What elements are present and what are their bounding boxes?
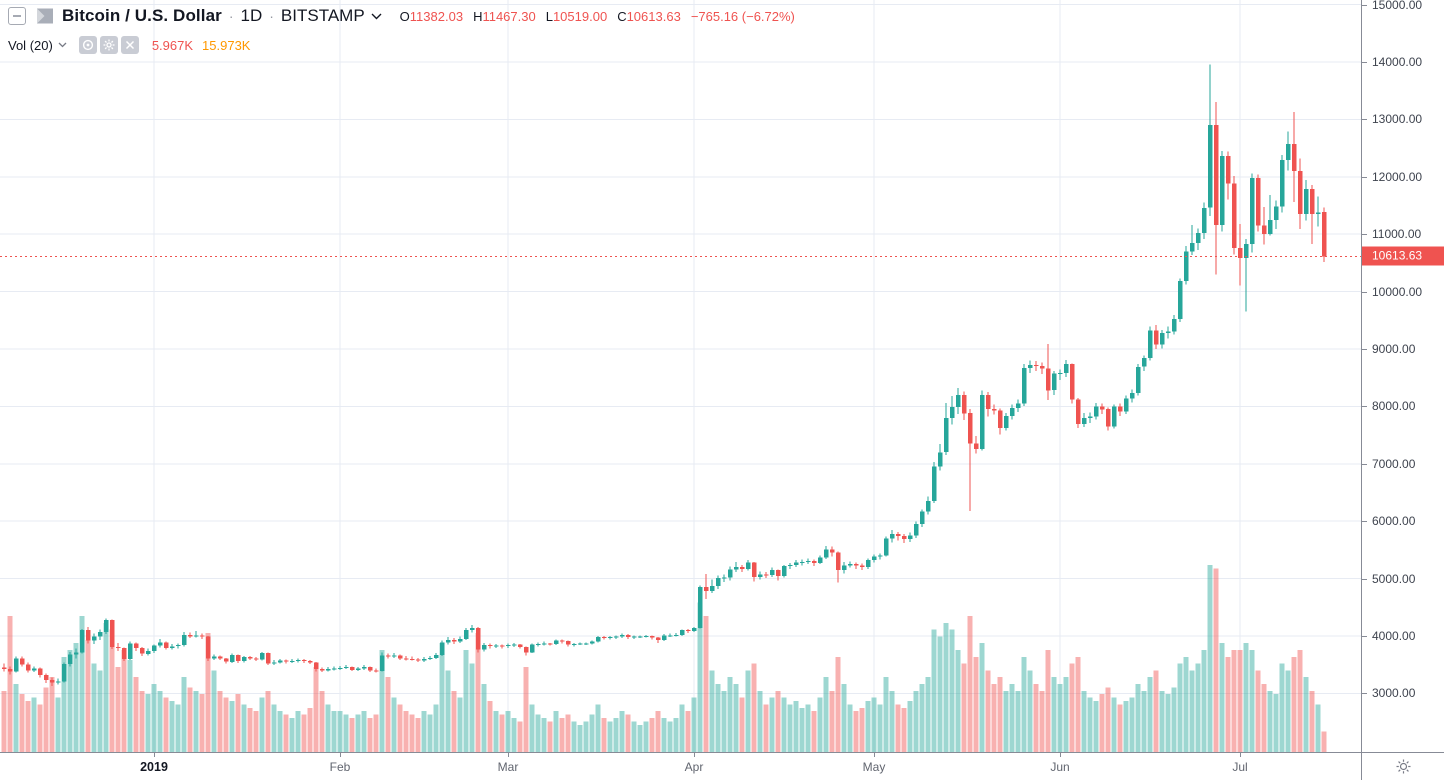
time-axis-tick xyxy=(1240,753,1241,757)
minus-icon xyxy=(13,15,21,17)
separator-dot: · xyxy=(269,8,274,24)
time-axis-settings-button[interactable] xyxy=(1361,752,1444,780)
time-axis-label: Apr xyxy=(684,760,704,774)
symbol-legend-row: Bitcoin / U.S. Dollar · 1D · BITSTAMP O1… xyxy=(8,4,795,28)
price-axis-tick xyxy=(1362,635,1367,637)
price-axis-label: 13000.00 xyxy=(1372,112,1423,127)
exchange-label[interactable]: BITSTAMP xyxy=(280,6,365,25)
time-axis-tick xyxy=(154,753,155,757)
high-label: H xyxy=(473,8,483,24)
price-axis-tick xyxy=(1362,176,1367,178)
price-axis-label: 9000.00 xyxy=(1372,342,1416,356)
price-axis-tick xyxy=(1362,234,1367,236)
time-axis-label: Mar xyxy=(497,760,519,774)
candlestick-chart[interactable] xyxy=(0,0,1361,752)
price-axis-label: 4000.00 xyxy=(1372,628,1416,643)
gear-icon xyxy=(1396,759,1410,774)
change-value: −765.16 (−6.72%) xyxy=(690,8,795,24)
high-value: 11467.30 xyxy=(482,8,536,24)
price-axis-label: 7000.00 xyxy=(1372,456,1416,471)
price-axis-tick xyxy=(1362,4,1367,6)
price-axis-tick xyxy=(1362,463,1367,465)
price-axis-tick xyxy=(1362,578,1367,580)
price-axis-label: 3000.00 xyxy=(1372,686,1416,701)
time-axis-tick xyxy=(340,753,341,757)
symbol-title[interactable]: Bitcoin / U.S. Dollar xyxy=(62,6,222,25)
price-axis-label: 6000.00 xyxy=(1372,514,1416,529)
chevron-down-icon[interactable] xyxy=(371,13,382,20)
close-value: 10613.63 xyxy=(626,8,681,24)
low-value: 10519.00 xyxy=(552,8,608,24)
volume-ma-value: 15.973K xyxy=(202,37,251,53)
time-axis-label: May xyxy=(862,760,886,774)
price-axis-label: 5000.00 xyxy=(1372,571,1416,586)
price-axis-label: 15000.00 xyxy=(1372,0,1423,12)
chart-legend: Bitcoin / U.S. Dollar · 1D · BITSTAMP O1… xyxy=(8,4,795,56)
time-axis[interactable]: 2019 Feb Mar Apr May Jun Jul xyxy=(0,752,1361,780)
price-axis-label: 14000.00 xyxy=(1372,55,1423,69)
visibility-toggle-icon[interactable] xyxy=(78,36,97,54)
price-axis-tick xyxy=(1362,406,1367,408)
price-axis-tick xyxy=(1362,349,1367,350)
volume-indicator-label[interactable]: Vol (20) xyxy=(8,37,53,53)
time-axis-label: 2019 xyxy=(140,760,168,774)
close-label: C xyxy=(617,8,627,24)
chevron-down-icon[interactable] xyxy=(58,42,67,48)
time-axis-label: Jul xyxy=(1232,760,1248,774)
remove-indicator-close-icon[interactable] xyxy=(120,36,139,54)
ohlc-readout: O11382.03 H11467.30 L10519.00 C10613.63 … xyxy=(400,9,795,24)
price-axis-tick xyxy=(1362,119,1367,121)
price-axis-tick xyxy=(1362,62,1367,63)
indicator-action-buttons xyxy=(78,36,142,54)
open-value: 11382.03 xyxy=(409,8,464,24)
chart-canvas[interactable] xyxy=(0,0,1361,752)
time-axis-label: Jun xyxy=(1050,760,1070,774)
price-axis-tick xyxy=(1362,521,1367,523)
time-axis-tick xyxy=(874,753,875,757)
collapse-legend-button[interactable] xyxy=(8,7,26,25)
price-axis[interactable]: 10613.63 15000.00 14000.00 13000.00 12000.0… xyxy=(1361,0,1444,752)
time-axis-tick xyxy=(694,753,695,757)
time-axis-label: Feb xyxy=(329,760,351,774)
low-label: L xyxy=(545,8,553,24)
interval-label[interactable]: 1D xyxy=(240,6,263,25)
symbol-logo-icon xyxy=(37,8,53,24)
last-price-tag: 10613.63 xyxy=(1362,246,1444,266)
price-axis-label: 10000.00 xyxy=(1372,284,1423,299)
price-axis-tick xyxy=(1362,693,1367,695)
price-axis-tick xyxy=(1362,291,1367,293)
open-label: O xyxy=(399,8,410,24)
price-axis-label: 12000.00 xyxy=(1372,169,1423,184)
price-axis-label: 8000.00 xyxy=(1372,399,1416,414)
volume-current-value: 5.967K xyxy=(151,37,194,53)
indicator-settings-gear-icon[interactable] xyxy=(99,36,118,54)
separator-dot: · xyxy=(228,8,234,24)
price-axis-label: 11000.00 xyxy=(1372,227,1422,242)
time-axis-tick xyxy=(508,753,509,757)
volume-legend-row: Vol (20) xyxy=(8,34,795,56)
time-axis-tick xyxy=(1060,753,1061,757)
